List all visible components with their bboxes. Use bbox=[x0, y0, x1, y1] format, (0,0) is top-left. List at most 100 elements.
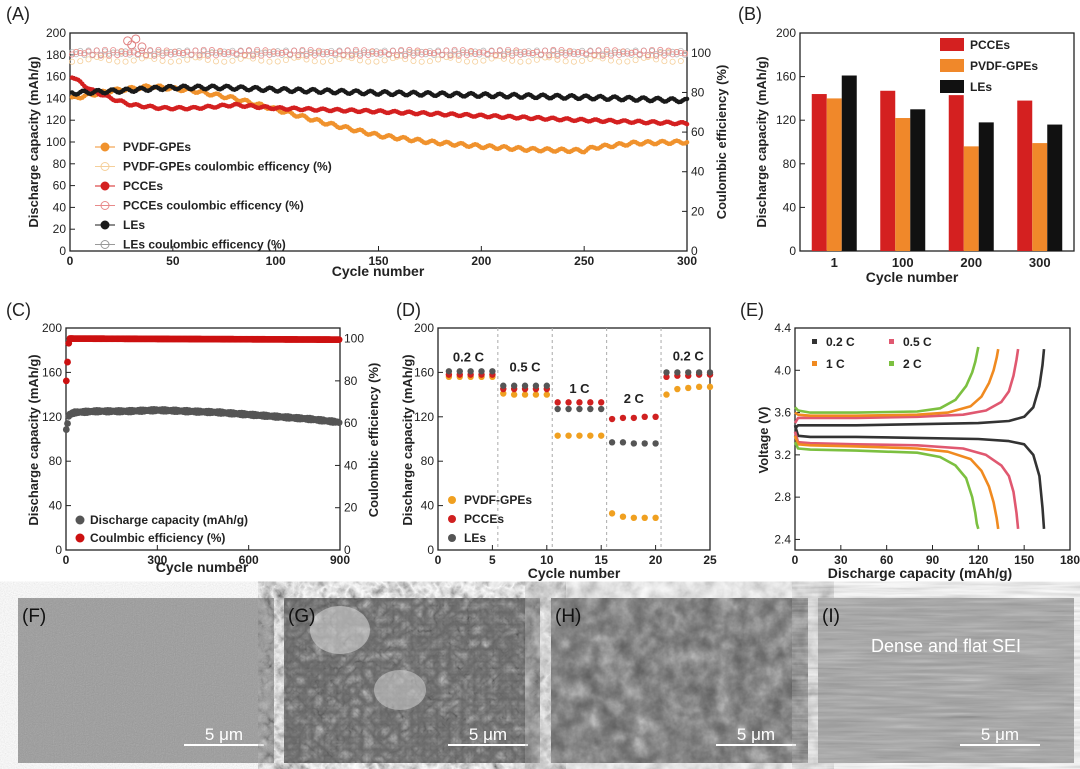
e-xtick-label: 90 bbox=[926, 553, 940, 567]
d-point-pcces bbox=[576, 399, 583, 406]
a-point-pccescoulombicefficency bbox=[213, 52, 220, 59]
d-point-pcces bbox=[587, 399, 594, 406]
d-legend-marker bbox=[448, 515, 456, 523]
a-point-pccescoulombicefficency bbox=[398, 47, 405, 54]
sem-f-scale-text: 5 μm bbox=[205, 725, 243, 744]
a-point-pccescoulombicefficency bbox=[229, 49, 236, 56]
d-point-les bbox=[587, 405, 594, 413]
a-y2tick-label: 80 bbox=[691, 85, 705, 99]
a-point-pccescoulombicefficency bbox=[591, 51, 598, 58]
a-point-pccescoulombicefficency bbox=[628, 49, 635, 56]
b-bar-pvdf-gpes bbox=[895, 118, 911, 252]
c-y2tick-label: 80 bbox=[344, 374, 358, 388]
a-point-pvdfgpescoulombicefficency bbox=[525, 58, 532, 65]
panel-d-xticks: 0 5 10 15 20 25 bbox=[435, 545, 717, 567]
d-point-les bbox=[445, 368, 453, 375]
a-legend-label: PCCEs bbox=[123, 179, 163, 193]
c-xtick-label: 300 bbox=[147, 553, 167, 567]
a-point-pccescoulombicefficency bbox=[163, 47, 170, 54]
e-legend-label: 0.2 C bbox=[826, 335, 855, 349]
panel-c-label: (C) bbox=[6, 300, 31, 320]
a-point-lescoulombicefficency bbox=[554, 50, 561, 57]
a-point-lescoulombicefficency bbox=[628, 51, 635, 58]
a-point-pccescoulombicefficency bbox=[661, 52, 668, 59]
sem-i-texture bbox=[818, 598, 1074, 763]
a-point-pccescoulombicefficency bbox=[426, 50, 433, 57]
a-point-pvdfgpescoulombicefficency bbox=[447, 54, 454, 61]
a-ytick-label: 160 bbox=[46, 70, 66, 84]
a-point-lescoulombicefficency bbox=[229, 47, 236, 54]
a-point-lescoulombicefficency bbox=[258, 50, 265, 57]
a-point-pccescoulombicefficency bbox=[509, 52, 516, 59]
a-point-pccescoulombicefficency bbox=[422, 48, 429, 55]
a-xtick-label: 50 bbox=[166, 254, 180, 268]
a-point-pccescoulombicefficency bbox=[287, 51, 294, 58]
a-point-pvdfgpescoulombicefficency bbox=[509, 57, 516, 64]
d-rate-annotation: 0.2 C bbox=[453, 350, 485, 365]
b-xtick-label: 300 bbox=[1029, 255, 1051, 270]
e-legend-label: 0.5 C bbox=[903, 335, 932, 349]
sem-h-texture bbox=[551, 598, 808, 763]
d-point-les bbox=[685, 369, 692, 376]
a-point-pvdfgpescoulombicefficency bbox=[365, 58, 372, 65]
a-point-pccescoulombicefficency bbox=[122, 50, 129, 57]
a-point-pccescoulombicefficency bbox=[85, 48, 92, 55]
b-bar-pvdf-gpes bbox=[963, 146, 979, 251]
b-bar-les bbox=[910, 109, 926, 251]
a-point-pvdfgpescoulombicefficency bbox=[562, 58, 569, 65]
a-point-lescoulombicefficency bbox=[459, 49, 466, 56]
d-xtick-label: 25 bbox=[703, 553, 717, 567]
a-point-pvdfgpescoulombicefficency bbox=[410, 57, 417, 64]
panel-b-xticks: 1 100 200 300 bbox=[831, 246, 1051, 270]
b-bar-pcces bbox=[1017, 100, 1033, 251]
panel-e-ylabel: Voltage (V) bbox=[756, 407, 771, 474]
a-legend-marker bbox=[100, 201, 110, 210]
panel-a-y2ticks: 0 20 40 60 80 100 bbox=[682, 46, 711, 258]
a-ytick-label: 120 bbox=[46, 113, 66, 127]
panel-e-xlabel: Discharge capacity (mAh/g) bbox=[828, 565, 1012, 581]
a-point-lescoulombicefficency bbox=[270, 50, 277, 57]
d-point-pvdf-gpes bbox=[500, 390, 507, 397]
d-ytick-label: 0 bbox=[427, 543, 434, 557]
a-point-lescoulombicefficency bbox=[677, 47, 684, 54]
a-point-pccescoulombicefficency bbox=[262, 47, 269, 54]
a-point-pvdfgpescoulombicefficency bbox=[435, 56, 442, 63]
a-point-pvdfgpescoulombicefficency bbox=[229, 57, 236, 64]
a-point-pvdfgpescoulombicefficency bbox=[130, 57, 137, 64]
a-point-pccescoulombicefficency bbox=[356, 52, 363, 59]
a-xtick-label: 300 bbox=[677, 254, 697, 268]
sem-h-scale-text: 5 μm bbox=[737, 725, 775, 744]
a-point-lescoulombicefficency bbox=[356, 50, 363, 57]
a-point-pccescoulombicefficency bbox=[274, 50, 281, 57]
a-ytick-label: 140 bbox=[46, 91, 66, 105]
e-curve-charge-2c bbox=[794, 346, 980, 414]
a-point-lescoulombicefficency bbox=[274, 48, 281, 55]
a-point-pccescoulombicefficency bbox=[184, 48, 191, 55]
a-point-pvdfgpescoulombicefficency bbox=[114, 58, 121, 65]
c-ytick-label: 200 bbox=[42, 321, 62, 335]
a-legend-marker bbox=[100, 181, 110, 191]
a-point-pvdfgpescoulombicefficency bbox=[480, 57, 487, 64]
a-point-pvdfgpescoulombicefficency bbox=[426, 58, 433, 65]
a-point-pvdfgpescoulombicefficency bbox=[101, 51, 108, 58]
d-point-les bbox=[663, 369, 670, 376]
a-point-pccescoulombicefficency bbox=[176, 50, 183, 57]
a-point-pvdfgpescoulombicefficency bbox=[352, 51, 359, 58]
a-point-pvdfgpescoulombicefficency bbox=[69, 58, 76, 65]
a-point-pccescoulombicefficency bbox=[636, 51, 643, 58]
d-point-les bbox=[674, 369, 681, 376]
a-point-pccescoulombicefficency bbox=[677, 49, 684, 56]
a-point-pvdfgpescoulombicefficency bbox=[250, 55, 257, 62]
a-point-pccescoulombicefficency bbox=[480, 49, 487, 56]
b-bar-pcces bbox=[948, 95, 964, 251]
a-xtick-label: 250 bbox=[574, 254, 594, 268]
d-point-pvdf-gpes bbox=[598, 432, 605, 439]
panel-d-separators bbox=[497, 328, 662, 550]
c-ytick-label: 0 bbox=[55, 543, 62, 557]
e-xtick-label: 180 bbox=[1060, 553, 1080, 567]
e-ytick-label: 4.0 bbox=[774, 363, 791, 377]
d-rate-annotation: 0.5 C bbox=[510, 360, 542, 375]
a-point-pccescoulombicefficency bbox=[118, 48, 125, 55]
a-point-pccescoulombicefficency bbox=[455, 52, 462, 59]
a-point-pccescoulombicefficency bbox=[192, 47, 199, 54]
